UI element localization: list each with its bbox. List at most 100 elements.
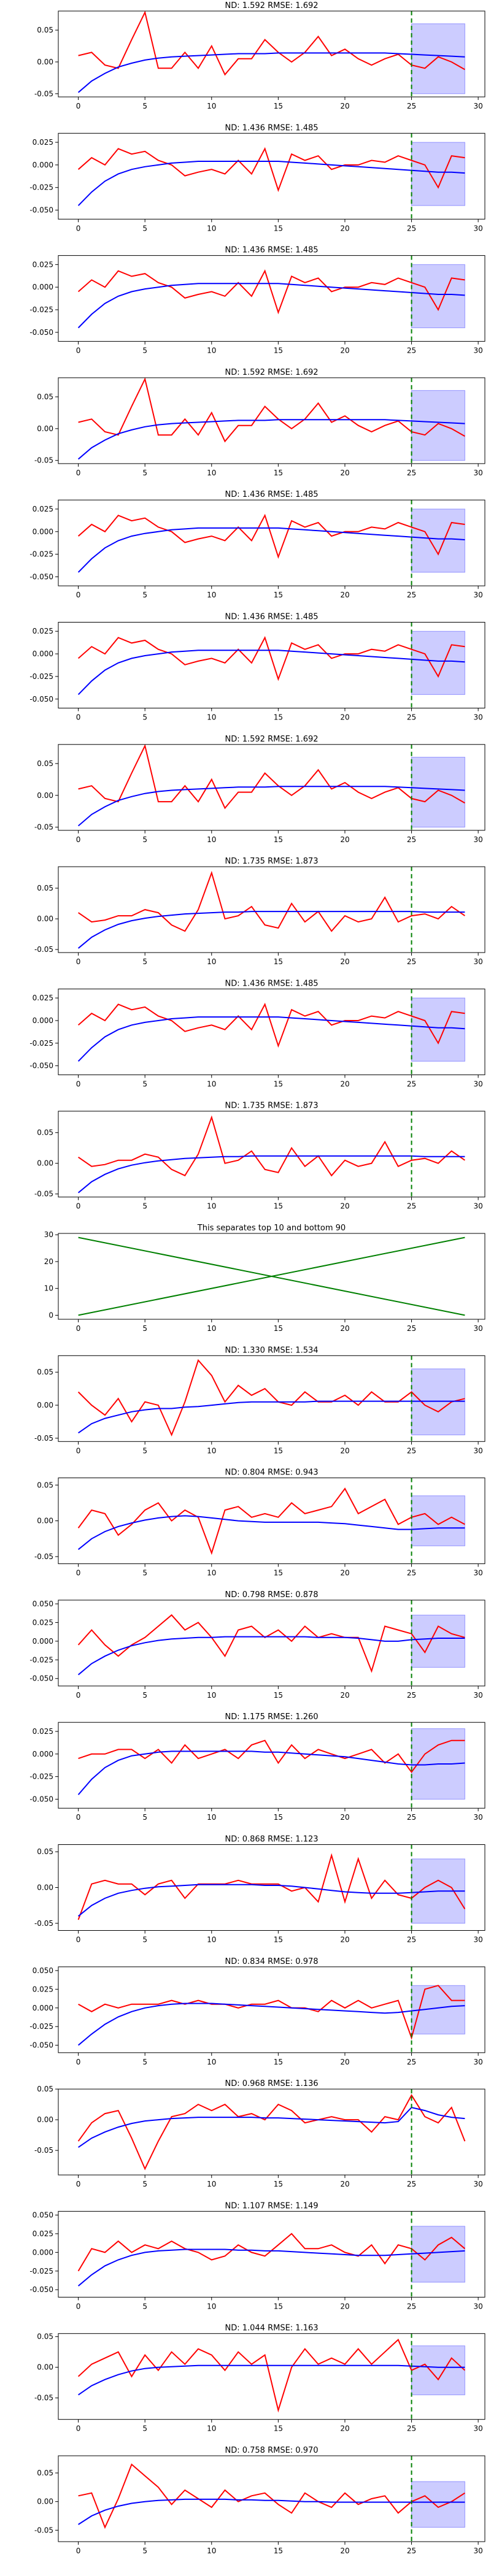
x-tick-label: 30 — [474, 1569, 483, 1577]
confidence-band — [411, 264, 465, 328]
x-tick-label: 15 — [274, 2180, 283, 2188]
subplot-9: ND: 1.436 RMSE: 1.485 0 5 10 15 20 25 30 -0.050 -… — [29, 979, 485, 1088]
subplot-title: ND: 1.436 RMSE: 1.485 — [225, 246, 318, 255]
x-tick-label: 0 — [76, 835, 81, 844]
x-tick-label: 0 — [76, 2547, 81, 2555]
x-tick-label: 5 — [142, 1079, 147, 1088]
y-tick-label: 0.025 — [33, 2229, 53, 2238]
x-tick-label: 25 — [407, 2302, 416, 2310]
x-tick-label: 15 — [274, 2547, 283, 2555]
subplot-title: ND: 1.735 RMSE: 1.873 — [225, 857, 318, 866]
x-tick-label: 20 — [340, 1813, 349, 1822]
x-tick-label: 15 — [274, 1202, 283, 1211]
confidence-band — [411, 997, 465, 1062]
y-tick-label: 0.00 — [37, 791, 53, 800]
y-tick-label: 0 — [48, 1311, 53, 1319]
forecast-series-line — [78, 1400, 465, 1434]
axes-frame — [58, 1355, 485, 1442]
forecast-series-line — [77, 650, 465, 696]
x-tick-label: 30 — [474, 713, 483, 722]
subplot-title: ND: 1.592 RMSE: 1.692 — [225, 735, 318, 744]
x-tick-label: 10 — [207, 102, 216, 110]
x-tick-label: 15 — [274, 1813, 283, 1822]
target-series-line — [77, 2233, 466, 2272]
x-tick-label: 5 — [142, 713, 147, 722]
x-tick-label: 25 — [407, 1691, 416, 1700]
x-tick-label: 0 — [76, 713, 81, 722]
y-tick-label: 0.00 — [37, 914, 53, 923]
x-tick-label: 5 — [142, 1446, 147, 1455]
x-tick-label: 5 — [142, 1936, 147, 1944]
x-tick-label: 15 — [274, 1446, 283, 1455]
x-tick-label: 20 — [340, 1446, 349, 1455]
target-series-line — [78, 1985, 465, 2040]
x-tick-label: 10 — [207, 2180, 216, 2188]
forecast-series-line — [78, 2498, 465, 2525]
y-tick-label: -0.05 — [34, 1190, 53, 1198]
x-tick-label: 5 — [142, 1813, 147, 1822]
x-tick-label: 15 — [274, 957, 283, 966]
y-tick-label: -0.05 — [34, 945, 53, 954]
x-tick-label: 25 — [407, 957, 416, 966]
y-tick-label: -0.025 — [29, 550, 53, 559]
x-tick-label: 15 — [274, 347, 283, 355]
x-tick-label: 30 — [474, 469, 483, 477]
confidence-band — [411, 2226, 465, 2283]
subplot-3: ND: 1.436 RMSE: 1.485 0 5 10 15 20 25 30 -0.050 -… — [29, 246, 485, 355]
y-tick-label: 0.025 — [33, 994, 53, 1002]
x-tick-label: 30 — [474, 1813, 483, 1822]
y-tick-label: -0.025 — [29, 2022, 53, 2031]
x-tick-label: 20 — [340, 2302, 349, 2310]
axes-frame — [58, 2210, 485, 2298]
x-tick-label: 25 — [407, 1936, 416, 1944]
subplot-10: ND: 1.735 RMSE: 1.873 0 5 10 15 20 25 30 -0.05 0.… — [34, 1102, 485, 1211]
y-tick-label: 0.025 — [33, 260, 53, 269]
x-tick-label: 0 — [76, 347, 81, 355]
x-tick-label: 30 — [474, 1446, 483, 1455]
subplot-title: ND: 1.436 RMSE: 1.485 — [225, 613, 318, 622]
target-series-line — [77, 2094, 466, 2171]
x-tick-label: 15 — [274, 469, 283, 477]
x-tick-label: 5 — [142, 347, 147, 355]
y-tick-label: 0.000 — [33, 2248, 53, 2256]
x-tick-label: 0 — [76, 1691, 81, 1700]
x-tick-label: 25 — [407, 1324, 416, 1333]
target-series-line — [78, 377, 465, 443]
target-series-line — [78, 1115, 465, 1177]
axes-frame — [58, 622, 485, 708]
x-tick-label: 30 — [474, 1936, 483, 1944]
x-tick-label: 30 — [474, 2302, 483, 2310]
y-tick-label: 0.025 — [33, 1985, 53, 1993]
y-tick-label: 0.000 — [33, 1750, 53, 1758]
subplot-title: ND: 1.107 RMSE: 1.149 — [225, 2201, 318, 2210]
x-tick-label: 15 — [274, 1324, 283, 1333]
x-tick-label: 0 — [76, 469, 81, 477]
forecast-series-line — [77, 283, 465, 329]
axes-frame — [58, 1111, 485, 1198]
y-tick-label: 0.00 — [37, 1884, 53, 1892]
y-tick-label: 0.000 — [33, 161, 53, 169]
y-tick-label: 0.00 — [37, 424, 53, 433]
x-tick-label: 0 — [76, 2180, 81, 2188]
x-tick-label: 30 — [474, 591, 483, 599]
forecast-series-line — [77, 527, 465, 573]
x-tick-label: 5 — [142, 957, 147, 966]
y-tick-label: 0.05 — [37, 759, 53, 768]
x-tick-label: 5 — [142, 224, 147, 232]
x-tick-label: 0 — [76, 1202, 81, 1211]
subplot-5: ND: 1.436 RMSE: 1.485 0 5 10 15 20 25 30 -0.050 -… — [29, 490, 485, 599]
x-tick-label: 30 — [474, 835, 483, 844]
x-tick-label: 15 — [274, 2058, 283, 2066]
forecast-series-line — [77, 911, 465, 949]
y-tick-label: 20 — [44, 1257, 53, 1266]
x-tick-label: 30 — [474, 1202, 483, 1211]
x-tick-label: 10 — [207, 2547, 216, 2555]
y-tick-label: 0.025 — [33, 505, 53, 513]
target-series-line — [78, 2463, 465, 2529]
x-tick-label: 20 — [340, 469, 349, 477]
x-tick-label: 0 — [76, 1446, 81, 1455]
x-tick-label: 20 — [340, 835, 349, 844]
y-tick-label: 0.05 — [37, 884, 53, 892]
x-tick-label: 20 — [340, 1691, 349, 1700]
